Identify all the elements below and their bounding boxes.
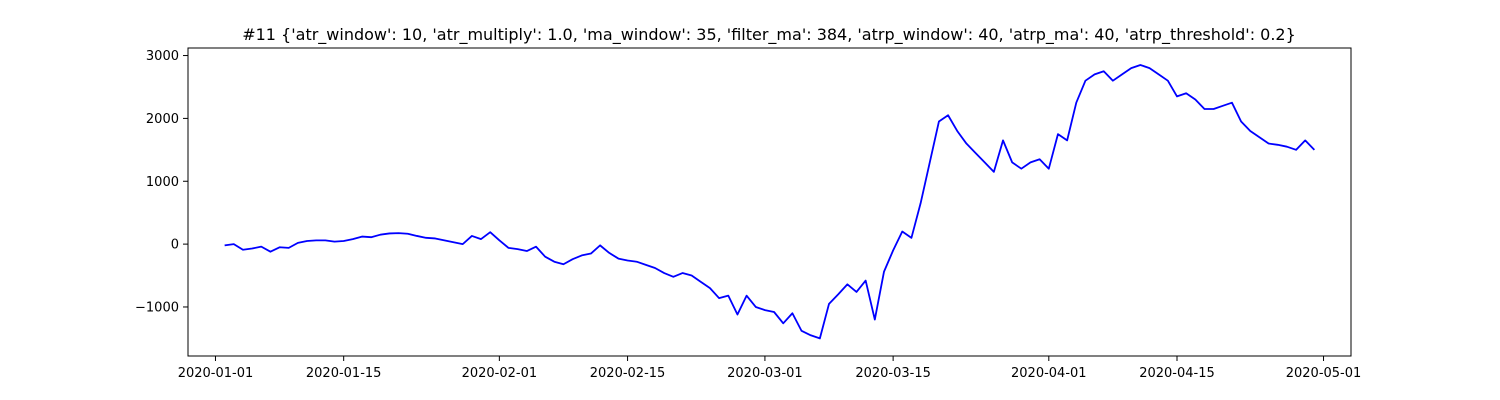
y-axis: −1000 0 1000 2000 3000 [135, 49, 188, 315]
x-axis: 2020-01-01 2020-01-15 2020-02-01 2020-02-15… [178, 356, 1362, 381]
plot-area [187, 47, 1352, 357]
x-tick-label: 2020-04-15 [1139, 366, 1215, 381]
x-tick-label: 2020-01-15 [306, 366, 382, 381]
x-tick-label: 2020-05-01 [1286, 366, 1362, 381]
y-tick-label: 0 [171, 238, 179, 253]
y-tick-label: −1000 [135, 300, 179, 315]
x-tick-label: 2020-02-01 [462, 366, 538, 381]
x-tick-label: 2020-03-01 [727, 366, 803, 381]
plot-frame [187, 47, 1352, 357]
x-tick-label: 2020-02-15 [590, 366, 666, 381]
series-line [224, 64, 1316, 340]
y-tick-label: 2000 [146, 112, 179, 127]
x-tick-label: 2020-04-01 [1011, 366, 1087, 381]
chart-title: #11 {'atr_window': 10, 'atr_multiply': 1… [242, 25, 1296, 45]
x-tick-label: 2020-01-01 [178, 366, 254, 381]
y-tick-label: 3000 [146, 49, 179, 64]
y-tick-label: 1000 [146, 175, 179, 190]
series-group [224, 64, 1316, 340]
x-tick-label: 2020-03-15 [855, 366, 931, 381]
